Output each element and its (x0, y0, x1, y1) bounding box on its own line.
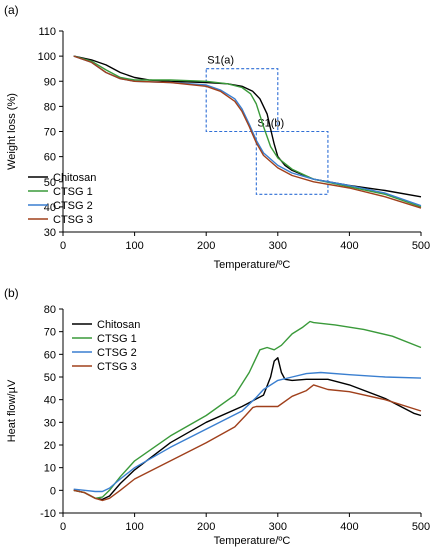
legend-label: CTSG 3 (53, 214, 93, 226)
y-tick-label: 10 (44, 463, 56, 475)
legend-label: Chitosan (53, 172, 96, 184)
y-axis-label: Heat flow/µV (6, 379, 18, 442)
series-line-1 (73, 55, 422, 198)
x-tick-label: 200 (197, 521, 215, 533)
panel-label: (b) (4, 286, 19, 300)
annotation-label: S1(a) (207, 55, 234, 67)
y-tick-label: 0 (50, 485, 56, 497)
series-line-1 (73, 357, 422, 501)
x-tick-label: 300 (269, 521, 287, 533)
y-tick-label: 80 (44, 304, 56, 316)
series-line-2 (73, 320, 422, 499)
series-line-3 (73, 371, 422, 493)
chart-a-weight-loss: (a)0 100 200 300 400 50030405060708090100110T… (4, 3, 430, 271)
series-line-4 (73, 55, 422, 209)
x-axis-label: Temperature/ºC (214, 259, 291, 271)
panel-label: (a) (4, 3, 19, 17)
x-tick-label: 200 (197, 240, 215, 252)
annotation-box (205, 68, 279, 133)
y-tick-label: 20 (44, 440, 56, 452)
chart-b-heat-flow: (b) 0 100 200 300 400 500 -10 0 10 20 30 40 50 60 70 80 T… (4, 286, 430, 547)
y-tick-label: 60 (44, 152, 56, 164)
series-line-4 (73, 384, 422, 502)
annotation-box (255, 130, 329, 195)
x-tick-label: 100 (125, 521, 143, 533)
y-tick-label: 110 (38, 26, 56, 38)
y-tick-label: 100 (38, 51, 56, 63)
x-tick-label: 100 (125, 240, 143, 252)
y-axis-label: Weight loss (%) (6, 93, 18, 170)
y-tick-label: 50 (44, 177, 56, 189)
y-tick-label: 80 (44, 101, 56, 113)
x-tick-label: 500 (412, 521, 430, 533)
legend-label: CTSG 1 (97, 333, 137, 345)
x-tick-label: 400 (340, 240, 358, 252)
y-tick-label: 50 (44, 372, 56, 384)
legend-label: CTSG 2 (97, 347, 137, 359)
legend-label: CTSG 3 (97, 361, 137, 373)
x-tick-label: 400 (340, 521, 358, 533)
x-tick-label: 300 (269, 240, 287, 252)
y-tick-label: 40 (44, 395, 56, 407)
x-axis-label: Temperature/ºC (214, 535, 291, 547)
y-tick-label: 60 (44, 349, 56, 361)
y-tick-label: 90 (44, 76, 56, 88)
y-tick-label: 30 (44, 417, 56, 429)
legend-label: CTSG 1 (53, 186, 93, 198)
y-tick-label: 30 (44, 227, 56, 239)
legend-label: Chitosan (97, 319, 140, 331)
y-tick-label: 70 (44, 327, 56, 339)
series-line-2 (73, 55, 422, 208)
x-tick-label: 0 (60, 521, 66, 533)
legend-label: CTSG 2 (53, 200, 93, 212)
x-tick-label: 0 (60, 240, 66, 252)
x-tick-label: 500 (412, 240, 430, 252)
y-tick-label: 70 (44, 127, 56, 139)
y-tick-label: -10 (40, 508, 56, 520)
